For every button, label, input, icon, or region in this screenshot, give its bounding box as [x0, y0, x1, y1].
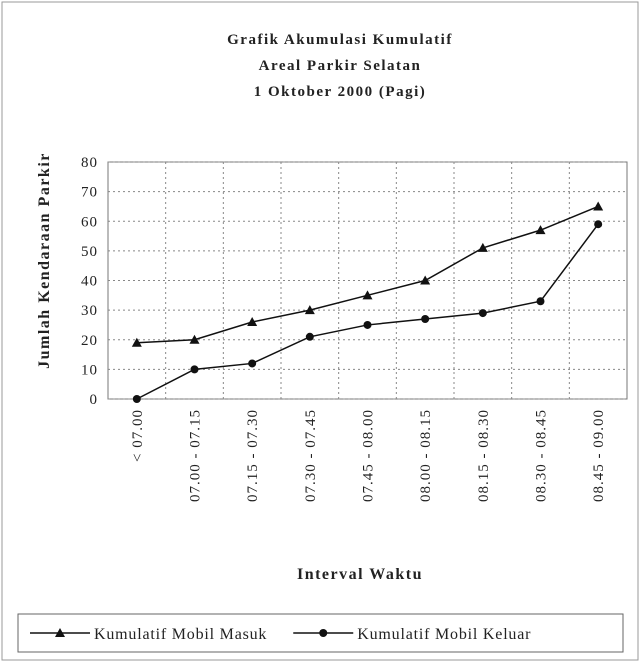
x-tick-label: 08.45 - 09.00: [591, 409, 607, 502]
point: [305, 332, 314, 341]
x-tick-label: 08.15 - 08.30: [476, 409, 492, 502]
point: [420, 275, 431, 285]
y-tick-label: 80: [81, 155, 98, 171]
point: [248, 359, 257, 368]
point: [304, 305, 315, 315]
y-axis-title: Jumlah Kendaraan Parkir: [36, 152, 53, 369]
y-tick-label: 50: [81, 244, 98, 260]
legend-label: Kumulatif Mobil Masuk: [94, 626, 267, 643]
y-tick-label: 20: [81, 333, 98, 349]
point: [536, 297, 545, 306]
y-tick-label: 70: [81, 185, 98, 201]
point: [594, 220, 603, 229]
legend-box: [17, 613, 624, 653]
point: [131, 337, 142, 347]
y-tick-label: 30: [81, 303, 98, 319]
point: [421, 315, 430, 324]
point: [189, 334, 200, 344]
x-tick-label: 07.30 - 07.45: [303, 409, 319, 502]
legend-marker: [55, 628, 65, 637]
x-tick-label: 08.00 - 08.15: [418, 409, 434, 502]
x-tick-label: 07.00 - 07.15: [188, 409, 204, 502]
point: [593, 201, 604, 211]
point: [363, 320, 372, 329]
point: [247, 316, 258, 326]
point: [190, 365, 199, 374]
point: [132, 395, 141, 403]
x-axis-title: Interval Waktu: [297, 566, 423, 583]
point: [535, 225, 546, 235]
point: [478, 309, 487, 318]
chart-title: Areal Parkir Selatan: [259, 58, 422, 74]
x-tick-label: 08.30 - 08.45: [534, 409, 550, 502]
y-tick-label: 60: [81, 214, 98, 230]
chart-title: Grafik Akumulasi Kumulatif: [227, 32, 453, 48]
x-tick-label: 07.45 - 08.00: [361, 409, 377, 502]
y-tick-label: 0: [90, 392, 99, 408]
x-tick-label: < 07.00: [130, 409, 146, 462]
legend-label: Kumulatif Mobil Keluar: [357, 626, 531, 643]
y-tick-label: 10: [81, 362, 98, 378]
point: [362, 290, 373, 300]
x-tick-label: 07.15 - 07.30: [245, 409, 261, 502]
point: [477, 242, 488, 252]
legend-marker: [319, 629, 328, 637]
chart-title: 1 Oktober 2000 (Pagi): [254, 84, 426, 100]
y-tick-label: 40: [81, 274, 98, 290]
